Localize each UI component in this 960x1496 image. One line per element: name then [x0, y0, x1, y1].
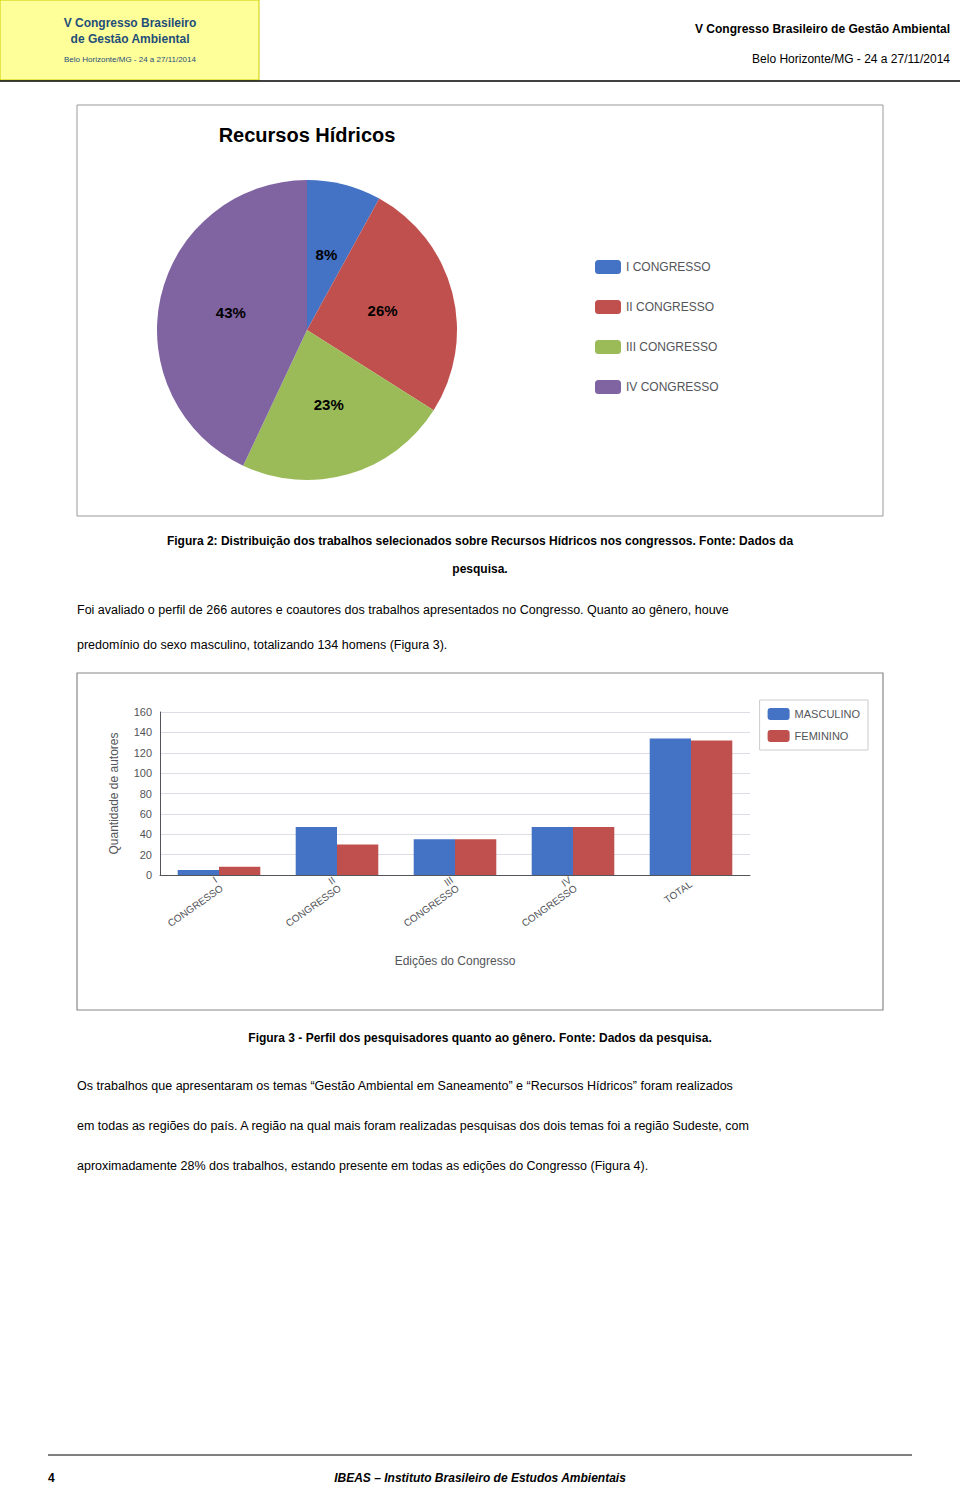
- svg-text:Edições do Congresso: Edições do Congresso: [395, 954, 516, 968]
- svg-text:8%: 8%: [316, 246, 338, 263]
- svg-text:100: 100: [134, 767, 152, 779]
- svg-text:FEMININO: FEMININO: [795, 730, 849, 742]
- svg-text:CONGRESSO: CONGRESSO: [519, 882, 579, 928]
- svg-text:CONGRESSO: CONGRESSO: [283, 882, 343, 928]
- svg-text:IV CONGRESSO: IV CONGRESSO: [626, 380, 719, 394]
- svg-text:II CONGRESSO: II CONGRESSO: [626, 300, 714, 314]
- svg-text:Belo Horizonte/MG - 24 a 27/11: Belo Horizonte/MG - 24 a 27/11/2014: [64, 55, 196, 64]
- svg-text:60: 60: [140, 808, 152, 820]
- svg-text:40: 40: [140, 828, 152, 840]
- svg-text:Figura 3 - Perfil dos pesquisa: Figura 3 - Perfil dos pesquisadores quan…: [248, 1031, 711, 1045]
- svg-text:Belo Horizonte/MG - 24 a 27/11: Belo Horizonte/MG - 24 a 27/11/2014: [752, 52, 950, 66]
- svg-text:4: 4: [48, 1471, 55, 1485]
- svg-text:43%: 43%: [216, 304, 246, 321]
- svg-text:V Congresso Brasileiro: V Congresso Brasileiro: [64, 16, 197, 30]
- svg-text:CONGRESSO: CONGRESSO: [401, 882, 461, 928]
- svg-text:Recursos Hídricos: Recursos Hídricos: [219, 124, 396, 146]
- svg-text:20: 20: [140, 849, 152, 861]
- svg-text:IBEAS – Instituto Brasileiro d: IBEAS – Instituto Brasileiro de Estudos …: [334, 1471, 626, 1485]
- svg-text:26%: 26%: [368, 302, 398, 319]
- svg-text:80: 80: [140, 788, 152, 800]
- svg-text:I: I: [210, 874, 220, 885]
- svg-text:III: III: [442, 874, 456, 889]
- svg-text:23%: 23%: [314, 396, 344, 413]
- svg-text:Foi avaliado o perfil de 266 a: Foi avaliado o perfil de 266 autores e c…: [77, 603, 729, 617]
- svg-text:IV: IV: [559, 874, 574, 889]
- svg-text:MASCULINO: MASCULINO: [795, 708, 861, 720]
- svg-text:aproximadamente 28% dos trabal: aproximadamente 28% dos trabalhos, estan…: [77, 1159, 648, 1173]
- svg-text:120: 120: [134, 747, 152, 759]
- svg-text:Os trabalhos que apresentaram: Os trabalhos que apresentaram os temas “…: [77, 1079, 733, 1093]
- svg-text:Quantidade de autores: Quantidade de autores: [107, 732, 121, 854]
- svg-text:em todas as regiões do país. A: em todas as regiões do país. A região na…: [77, 1119, 749, 1133]
- svg-text:III CONGRESSO: III CONGRESSO: [626, 340, 717, 354]
- svg-text:Figura 2: Distribuição dos tra: Figura 2: Distribuição dos trabalhos sel…: [167, 534, 793, 548]
- svg-text:140: 140: [134, 726, 152, 738]
- svg-text:TOTAL: TOTAL: [662, 878, 694, 905]
- svg-text:II: II: [326, 874, 338, 887]
- svg-text:CONGRESSO: CONGRESSO: [165, 882, 225, 928]
- svg-text:I CONGRESSO: I CONGRESSO: [626, 260, 711, 274]
- svg-text:de Gestão Ambiental: de Gestão Ambiental: [71, 32, 190, 46]
- svg-text:160: 160: [134, 706, 152, 718]
- svg-text:V Congresso Brasileiro de Gest: V Congresso Brasileiro de Gestão Ambient…: [695, 22, 950, 36]
- svg-text:predomínio do sexo masculino,: predomínio do sexo masculino, totalizand…: [77, 638, 447, 652]
- svg-text:pesquisa.: pesquisa.: [452, 562, 507, 576]
- svg-text:0: 0: [146, 869, 152, 881]
